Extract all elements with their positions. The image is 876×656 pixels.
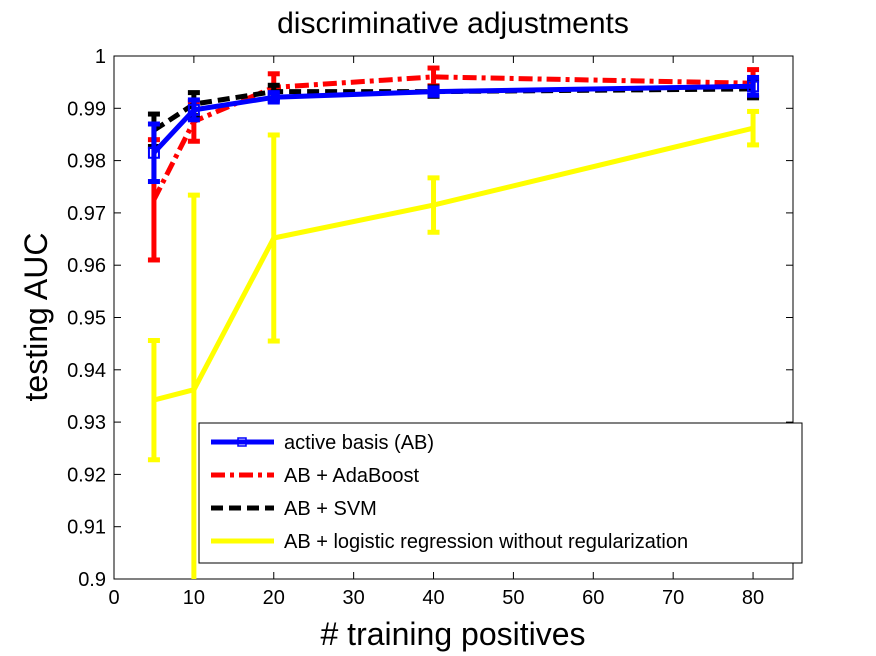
- y-tick-label: 0.93: [67, 412, 106, 434]
- data-point: [427, 85, 440, 98]
- series-0: [147, 74, 760, 185]
- y-tick-label: 0.92: [67, 464, 106, 486]
- data-point: [747, 80, 760, 93]
- y-tick-label: 0.98: [67, 151, 106, 173]
- legend-label: AB + AdaBoost: [284, 465, 420, 487]
- x-tick-label: 10: [183, 587, 205, 609]
- x-tick-label: 20: [263, 587, 285, 609]
- ticks: 0 10 20 30 40 50 60 70 80 0.9 0.91 0.92 0.93 0.94 0.95…: [67, 46, 793, 609]
- data-point: [267, 91, 280, 104]
- series-3: [147, 108, 760, 579]
- series-line: [153, 125, 754, 403]
- y-tick-label: 0.96: [67, 255, 106, 277]
- x-tick-label: 40: [422, 587, 444, 609]
- series-layer: [147, 65, 760, 579]
- x-tick-label: 30: [343, 587, 365, 609]
- x-tick-label: 80: [742, 587, 764, 609]
- x-tick-label: 50: [502, 587, 524, 609]
- chart-title: discriminative adjustments: [277, 7, 629, 40]
- legend-marker: [237, 437, 247, 447]
- x-tick-label: 60: [582, 587, 604, 609]
- y-tick-label: 0.9: [78, 569, 106, 591]
- y-tick-label: 0.94: [67, 360, 106, 382]
- y-tick-label: 1: [95, 46, 106, 68]
- legend: active basis (AB) AB + AdaBoost AB + SVM AB…: [198, 422, 803, 564]
- x-tick-label: 70: [662, 587, 684, 609]
- legend-label: active basis (AB): [284, 432, 434, 454]
- series-line: [152, 83, 754, 155]
- data-point: [187, 103, 200, 116]
- data-point: [147, 146, 160, 159]
- x-axis-title: # training positives: [320, 616, 585, 652]
- x-tick-label: 0: [108, 587, 119, 609]
- y-tick-label: 0.91: [67, 517, 106, 539]
- y-tick-label: 0.99: [67, 98, 106, 120]
- legend-label: AB + SVM: [284, 498, 377, 520]
- y-axis-title: testing AUC: [18, 233, 54, 402]
- legend-label: AB + logistic regression without regular…: [284, 531, 688, 553]
- legend-box: [198, 422, 803, 564]
- y-tick-label: 0.97: [67, 203, 106, 225]
- y-tick-label: 0.95: [67, 308, 106, 330]
